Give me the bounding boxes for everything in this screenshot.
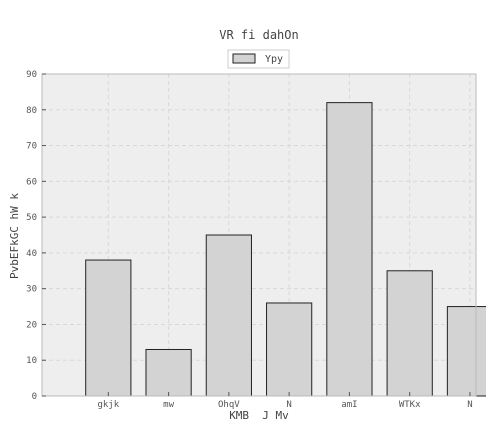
x-tick-label: N xyxy=(467,400,472,410)
y-tick-label: 0 xyxy=(32,392,37,402)
y-tick-label: 10 xyxy=(26,356,37,366)
y-tick-label: 90 xyxy=(26,70,37,80)
plot-frame xyxy=(41,73,477,397)
y-tick-label: 40 xyxy=(26,249,37,259)
y-tick-label: 50 xyxy=(26,213,37,223)
legend: Ypy xyxy=(227,49,290,69)
y-axis-label: PvbEFkGC hW k xyxy=(8,193,21,279)
legend-label: Ypy xyxy=(265,54,283,65)
y-tick-label: 20 xyxy=(26,320,37,330)
y-tick-label: 60 xyxy=(26,177,37,187)
bar xyxy=(446,306,486,397)
x-tick-label: WTKx xyxy=(399,400,421,410)
bar xyxy=(205,234,252,397)
bar xyxy=(85,259,132,397)
bar xyxy=(266,302,313,397)
legend-swatch xyxy=(232,53,256,64)
y-tick-label: 30 xyxy=(26,285,37,295)
x-tick-label: N xyxy=(286,400,291,410)
x-tick-label: mw xyxy=(163,400,174,410)
bar xyxy=(326,102,373,397)
x-tick-label: amI xyxy=(341,400,357,410)
y-tick-label: 70 xyxy=(26,142,37,152)
bar xyxy=(386,270,433,397)
y-axis-ticks: 0 10 20 30 40 50 60 70 80 90 xyxy=(26,70,46,402)
y-tick-label: 80 xyxy=(26,106,37,116)
bar xyxy=(145,348,192,397)
chart-title: VR fi dahOn xyxy=(219,28,298,42)
x-axis-label: KMB J Mv xyxy=(229,409,289,422)
x-tick-label: OhqV xyxy=(218,400,240,410)
x-tick-label: gkjk xyxy=(97,400,119,410)
